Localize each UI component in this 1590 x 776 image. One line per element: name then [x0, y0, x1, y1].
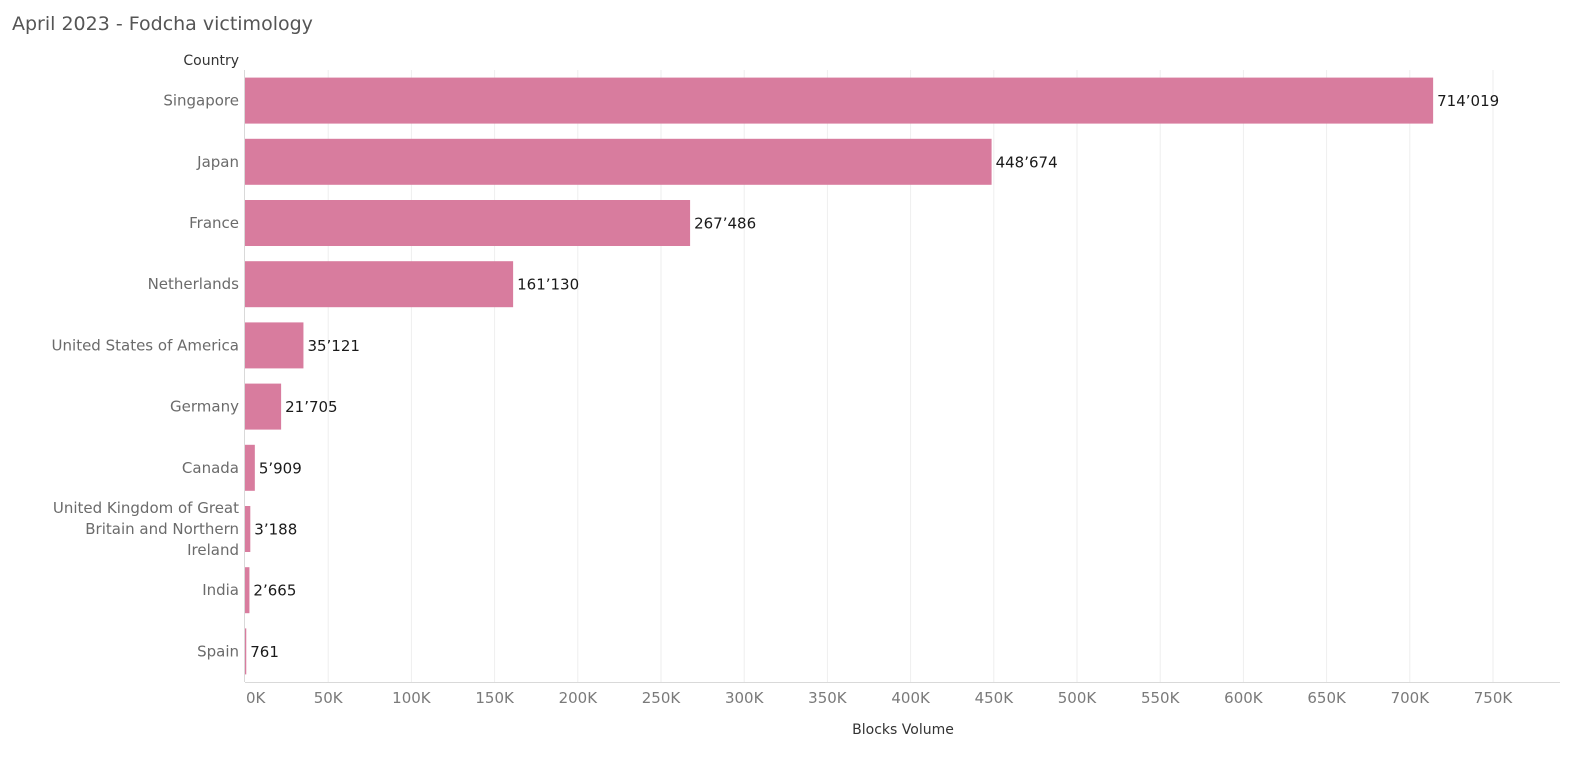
data-label: 2’665 — [253, 582, 296, 600]
x-tick-label: 500K — [1058, 689, 1098, 707]
category-label: Germany — [170, 398, 239, 416]
bar[interactable] — [245, 77, 1434, 124]
bar[interactable] — [245, 506, 251, 552]
x-tick-label: 700K — [1391, 689, 1431, 707]
x-tick-label: 750K — [1474, 689, 1514, 707]
category-label: United States of America — [52, 336, 239, 354]
y-axis-title: Country — [183, 53, 239, 69]
x-tick-label: 600K — [1224, 689, 1264, 707]
bar[interactable] — [245, 444, 255, 491]
category-label: Japan — [196, 153, 239, 171]
bar[interactable] — [245, 322, 304, 369]
data-label: 35’121 — [307, 337, 360, 355]
x-tick-label: 200K — [559, 689, 599, 707]
category-label: United Kingdom of Great Britain and North… — [53, 499, 239, 559]
category-label: France — [189, 214, 239, 232]
category-label: India — [202, 581, 239, 599]
data-label: 5’909 — [259, 459, 302, 477]
x-axis-title: Blocks Volume — [852, 722, 954, 738]
data-label: 761 — [250, 643, 279, 661]
x-tick-label: 650K — [1307, 689, 1347, 707]
x-tick-label: 450K — [975, 689, 1015, 707]
x-tick-label: 300K — [725, 689, 765, 707]
bar[interactable] — [245, 200, 691, 246]
x-tick-label: 150K — [475, 689, 515, 707]
bar[interactable] — [245, 261, 514, 308]
x-tick-label: 100K — [392, 689, 432, 707]
x-tick-label: 250K — [642, 689, 682, 707]
data-label: 161’130 — [517, 276, 579, 294]
data-label: 3’188 — [254, 521, 297, 539]
data-label: 714’019 — [1437, 92, 1499, 110]
x-tick-label: 50K — [314, 689, 344, 707]
data-label: 21’705 — [285, 398, 338, 416]
bar[interactable] — [245, 138, 992, 185]
x-tick-label: 400K — [891, 689, 931, 707]
x-tick-label: 550K — [1141, 689, 1181, 707]
category-label: Singapore — [163, 92, 239, 110]
chart-title: April 2023 - Fodcha victimology — [12, 13, 313, 35]
x-tick-label: 0K — [246, 689, 267, 707]
category-label: Canada — [182, 459, 239, 477]
category-label: Spain — [197, 642, 239, 660]
bar[interactable] — [245, 383, 282, 430]
x-tick-label: 350K — [808, 689, 848, 707]
category-label: Netherlands — [148, 275, 240, 293]
bar[interactable] — [245, 567, 250, 614]
bar[interactable] — [245, 628, 247, 675]
data-label: 267’486 — [694, 215, 756, 233]
data-label: 448’674 — [996, 153, 1058, 171]
